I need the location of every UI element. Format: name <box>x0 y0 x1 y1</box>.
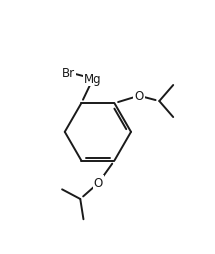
Text: O: O <box>94 177 103 190</box>
Text: Mg: Mg <box>84 73 102 86</box>
Text: O: O <box>134 90 144 103</box>
Text: Br: Br <box>62 67 75 80</box>
